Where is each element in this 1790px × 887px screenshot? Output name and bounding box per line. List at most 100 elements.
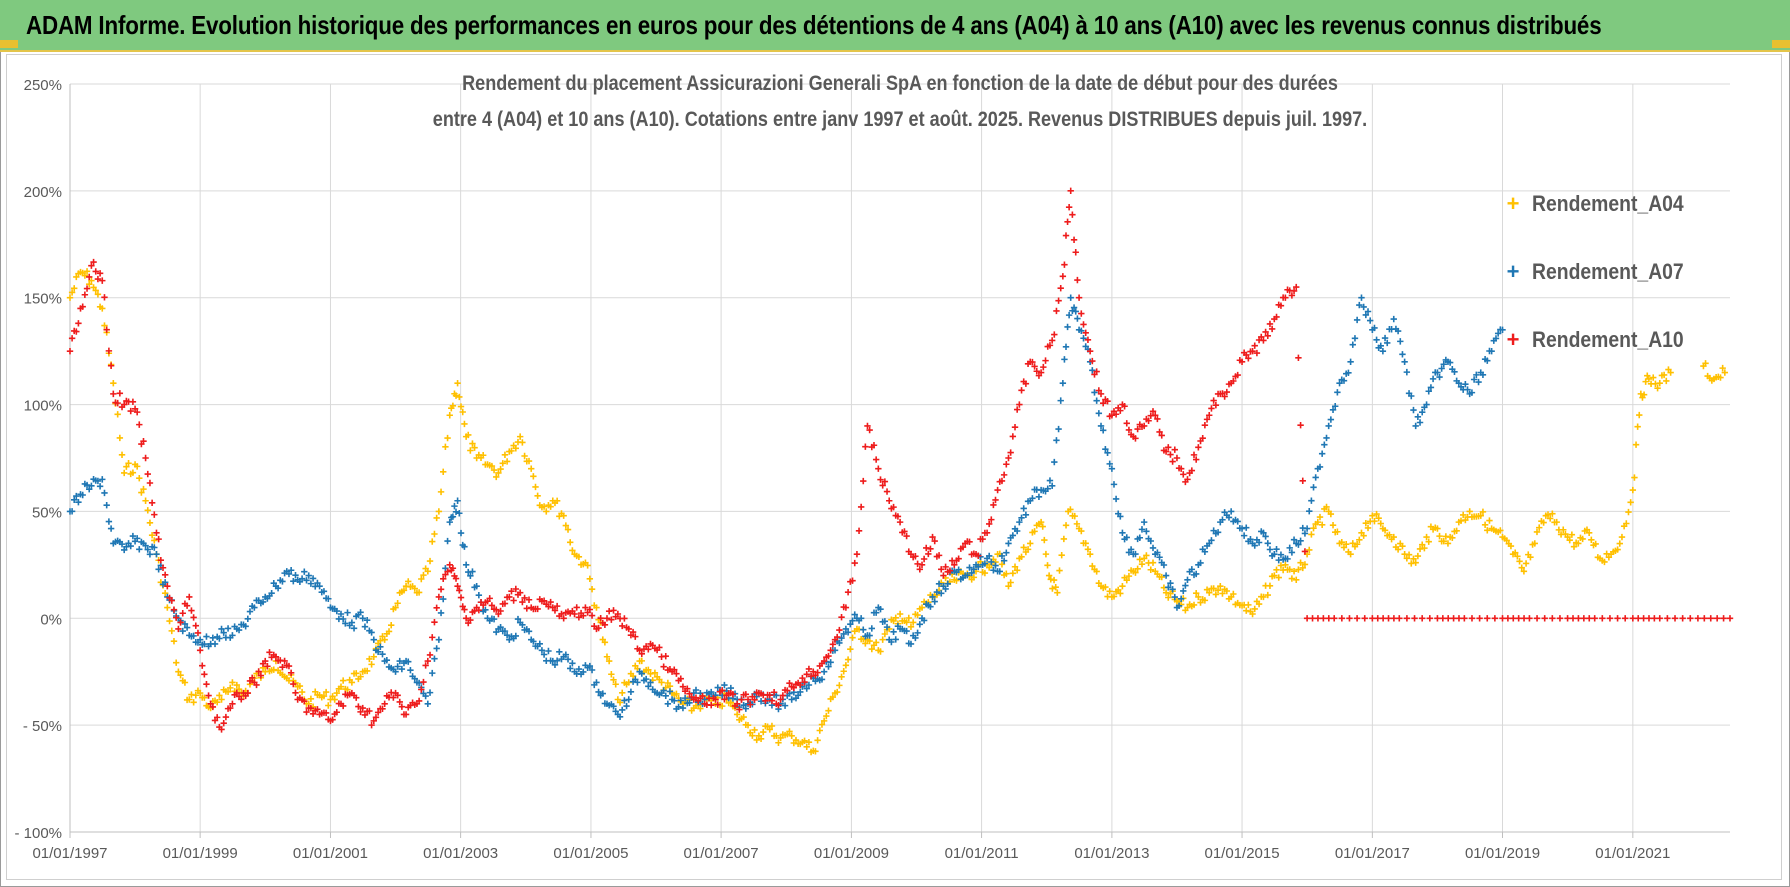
data-point-a10: [73, 328, 80, 335]
data-point-a04: [1601, 558, 1608, 566]
data-point-a07: [316, 583, 323, 590]
data-point-a07: [285, 570, 293, 578]
data-point-a10: [714, 701, 721, 708]
data-point-a04: [543, 508, 550, 515]
data-point-a04: [1568, 531, 1576, 538]
data-point-a07: [396, 657, 403, 665]
data-point-a10: [1195, 444, 1202, 451]
data-point-a04: [1255, 600, 1263, 608]
data-point-a07: [708, 688, 715, 696]
plot-area-frame: [6, 54, 1782, 880]
data-point-a04: [123, 463, 130, 470]
data-point-a10: [1184, 476, 1191, 483]
data-point-a04: [825, 707, 832, 714]
data-point-a04: [1011, 563, 1019, 570]
data-point-a04: [1086, 550, 1094, 558]
data-point-a07: [482, 606, 489, 613]
data-point-a10: [1053, 307, 1060, 315]
data-point-a04: [1449, 534, 1456, 541]
data-point-a07: [490, 615, 498, 623]
data-point-a07: [595, 688, 602, 696]
data-point-a04: [1375, 515, 1382, 522]
data-point-a04: [1520, 568, 1528, 575]
data-point-a07: [1160, 561, 1168, 569]
data-point-a04: [953, 577, 960, 584]
data-point-a07: [146, 551, 154, 558]
data-point-a07: [1379, 347, 1387, 355]
data-point-a04: [673, 690, 680, 698]
data-point-a04: [1132, 569, 1139, 576]
data-point-a04: [1249, 610, 1256, 618]
data-point-a04: [1102, 583, 1109, 591]
data-point-a10: [553, 602, 561, 610]
data-point-a10: [493, 606, 500, 613]
data-point-a10: [1426, 615, 1434, 622]
data-point-a07: [721, 681, 728, 689]
data-point-a04: [1210, 585, 1217, 592]
data-point-a04: [442, 443, 449, 451]
data-point-a04: [619, 689, 626, 697]
data-point-a10: [979, 535, 986, 543]
data-point-a07: [1065, 311, 1073, 319]
data-point-a10: [238, 696, 245, 703]
data-point-a04: [903, 619, 910, 626]
data-point-a07: [424, 700, 432, 707]
data-point-a07: [1427, 384, 1435, 391]
data-point-a07: [246, 608, 254, 615]
data-point-a04: [1719, 364, 1726, 372]
data-point-a04: [344, 686, 351, 693]
data-point-a04: [1282, 561, 1289, 569]
data-point-a10: [879, 482, 886, 489]
data-point-a10: [142, 454, 149, 462]
data-point-a04: [1125, 572, 1133, 580]
data-point-a07: [664, 700, 672, 707]
data-point-a10: [1629, 615, 1637, 622]
data-point-a04: [1251, 605, 1258, 613]
data-point-a04: [593, 604, 600, 611]
data-point-a10: [177, 619, 184, 626]
data-point-a04: [866, 637, 873, 645]
data-point-a10: [810, 668, 817, 675]
data-point-a10: [168, 597, 175, 604]
data-point-a10: [454, 583, 461, 590]
data-point-a10: [159, 564, 167, 571]
data-point-a04: [1459, 511, 1467, 519]
data-point-a04: [1436, 532, 1443, 540]
data-point-a10: [1379, 615, 1387, 622]
data-point-a10: [1664, 615, 1671, 622]
data-point-a10: [1369, 615, 1376, 622]
data-point-a10: [86, 273, 93, 281]
data-point-a07: [1009, 532, 1017, 539]
data-point-a07: [279, 578, 286, 585]
data-point-a04: [186, 696, 193, 703]
data-point-a07: [1360, 303, 1367, 311]
data-point-a07: [1295, 541, 1302, 548]
data-point-a07: [988, 558, 995, 566]
data-point-a10: [896, 518, 904, 526]
data-point-a10: [103, 326, 110, 333]
data-point-a07: [903, 627, 910, 635]
data-point-a07: [773, 692, 780, 699]
data-point-a10: [1029, 358, 1036, 366]
data-point-a10: [1152, 412, 1159, 419]
data-point-a07: [1455, 380, 1463, 387]
data-point-a04: [1044, 562, 1051, 569]
data-point-a04: [879, 636, 886, 643]
data-point-a04: [918, 604, 926, 611]
data-point-a07: [1020, 505, 1027, 512]
data-point-a04: [823, 712, 830, 720]
data-point-a04: [1585, 529, 1593, 536]
data-point-a10: [506, 593, 513, 601]
data-point-a10: [1108, 412, 1116, 419]
data-point-a07: [742, 705, 750, 712]
data-point-a04: [1192, 590, 1200, 597]
data-point-a04: [1377, 520, 1384, 527]
data-point-a07: [1182, 582, 1189, 589]
data-point-a04: [1024, 546, 1032, 553]
data-point-a04: [1031, 528, 1038, 535]
data-point-a10: [1575, 615, 1582, 622]
data-point-a04: [907, 623, 915, 631]
data-point-a07: [196, 636, 204, 643]
data-point-a04: [1045, 572, 1053, 579]
data-point-a07: [1003, 549, 1010, 556]
